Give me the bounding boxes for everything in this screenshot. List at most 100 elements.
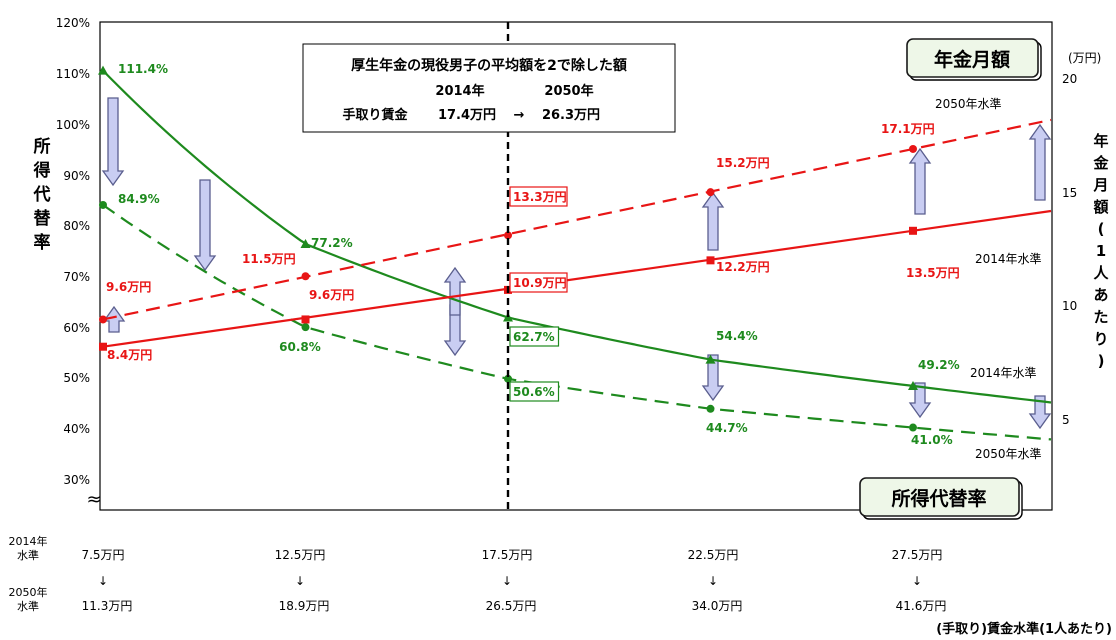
- wage-arrow: ↓: [98, 574, 108, 588]
- data-label: 9.6万円: [309, 288, 354, 302]
- right-tick-label: 5: [1062, 413, 1070, 427]
- data-label-box: [509, 272, 568, 293]
- left-tick-label: 50%: [63, 371, 90, 385]
- right-tick-label: 10: [1062, 299, 1077, 313]
- data-point: [99, 200, 107, 209]
- replacement-rate-box: 所得代替率: [859, 477, 1023, 520]
- data-point: [909, 144, 917, 153]
- pension-2050-level-label: 2050年水準: [935, 96, 1002, 111]
- left-tick-label: 100%: [56, 118, 90, 132]
- info-box-wage-b: 26.3万円: [542, 108, 600, 123]
- change-arrow: [1028, 395, 1052, 430]
- info-box: 厚生年金の現役男子の平均額を2で除した額 2014年 2050年 手取り賃金 1…: [302, 43, 676, 133]
- replacement-2014-level-label: 2014年水準: [970, 365, 1037, 380]
- right-tick-label: 20: [1062, 72, 1077, 86]
- pension-amount-box: 年金月額: [906, 38, 1042, 81]
- series-lines: [102, 69, 1052, 441]
- change-arrow: [701, 191, 725, 251]
- data-label: 62.7%: [513, 330, 555, 344]
- info-box-year-b: 2050年: [544, 83, 593, 99]
- left-tick-label: 30%: [63, 473, 90, 487]
- data-label: 12.2万円: [716, 260, 770, 274]
- series-line-pension-2014: [102, 209, 1052, 348]
- left-axis-title: 所得代替率: [33, 137, 52, 253]
- series-line-replacement-2050: [102, 204, 1052, 441]
- left-tick-label: 80%: [63, 219, 90, 233]
- plot-frame: [99, 21, 1053, 511]
- wage-2050-label: 26.5万円: [486, 599, 537, 613]
- change-arrow: [1028, 123, 1052, 201]
- data-point: [706, 188, 715, 197]
- data-label-box: [509, 186, 568, 207]
- data-point: [504, 374, 512, 383]
- series-line-replacement-2014: [102, 69, 1052, 404]
- pension-amount-box-label: 年金月額: [934, 48, 1010, 71]
- wage-2050-label: 18.9万円: [279, 599, 330, 613]
- data-point: [301, 323, 310, 332]
- series-data-labels: 111.4% 77.2% 62.7% 54.4% 49.2% 84.9% 60.8% 50.6…: [106, 62, 960, 447]
- data-point: [706, 404, 715, 413]
- data-point: [909, 226, 917, 235]
- replacement-rate-box-label: 所得代替率: [891, 487, 986, 510]
- data-label: 11.5万円: [242, 252, 296, 266]
- wage-2014-label: 12.5万円: [275, 548, 326, 562]
- row-2014-label-year: 2014年: [9, 534, 48, 548]
- row-2050-label-year: 2050年: [9, 585, 48, 599]
- change-arrow: [102, 305, 126, 333]
- pension-2014-level-label: 2014年水準: [975, 251, 1042, 266]
- wage-2014-label: 22.5万円: [688, 548, 739, 562]
- axis-break-mark: ≈: [86, 489, 101, 510]
- data-point: [99, 315, 107, 324]
- change-arrow: [908, 147, 932, 215]
- data-point: [301, 315, 310, 324]
- wage-axis-title: (手取り)賃金水準(1人あたり): [936, 621, 1112, 637]
- change-arrow: [443, 266, 467, 316]
- data-label: 9.6万円: [106, 280, 151, 294]
- data-point: [706, 256, 715, 265]
- wage-2014-label: 17.5万円: [482, 548, 533, 562]
- data-label: 77.2%: [311, 236, 353, 250]
- left-tick-label: 70%: [63, 270, 90, 284]
- right-axis: (万円) 20 15 10 5: [1062, 51, 1101, 427]
- data-point: [98, 65, 108, 75]
- right-tick-label: 15: [1062, 186, 1077, 200]
- info-box-year-a: 2014年: [435, 83, 484, 99]
- data-label: 111.4%: [118, 62, 168, 76]
- wage-2014-label: 27.5万円: [892, 548, 943, 562]
- data-label: 54.4%: [716, 329, 758, 343]
- left-tick-label: 60%: [63, 321, 90, 335]
- change-arrow: [193, 179, 217, 272]
- right-axis-unit: (万円): [1068, 51, 1101, 65]
- wage-arrow: ↓: [912, 574, 922, 588]
- data-point: [504, 231, 512, 240]
- info-box-line1: 厚生年金の現役男子の平均額を2で除した額: [351, 57, 627, 74]
- data-point: [705, 354, 716, 364]
- left-tick-label: 110%: [56, 67, 90, 81]
- wage-2050-label: 11.3万円: [82, 599, 133, 613]
- left-tick-label: 90%: [63, 169, 90, 183]
- data-point: [909, 423, 917, 432]
- change-arrow: [101, 97, 125, 187]
- data-label: 10.9万円: [513, 276, 567, 290]
- wage-table: 2014年 水準 2050年 水準 7.5万円 ↓ 11.3万円 12.5万円 ↓ 18.…: [9, 534, 1113, 637]
- data-label: 49.2%: [918, 358, 960, 372]
- series-line-pension-2050: [102, 118, 1052, 321]
- change-arrows: [101, 97, 1052, 430]
- row-2050-label-level: 水準: [17, 599, 39, 613]
- data-label: 17.1万円: [881, 122, 935, 136]
- data-label-box: [509, 326, 560, 347]
- data-label: 60.8%: [279, 340, 321, 354]
- data-point: [99, 342, 107, 351]
- replacement-2050-level-label: 2050年水準: [975, 446, 1042, 461]
- data-point: [908, 380, 918, 390]
- data-label: 15.2万円: [716, 156, 770, 170]
- info-box-wage-label: 手取り賃金: [342, 107, 408, 123]
- data-label: 84.9%: [118, 192, 160, 206]
- change-arrow: [908, 382, 932, 419]
- row-2014-label-level: 水準: [17, 548, 39, 562]
- data-label: 8.4万円: [107, 348, 152, 362]
- info-box-wage-a: 17.4万円: [438, 108, 496, 123]
- wage-2014-label: 7.5万円: [81, 548, 124, 562]
- data-label: 13.3万円: [513, 190, 567, 204]
